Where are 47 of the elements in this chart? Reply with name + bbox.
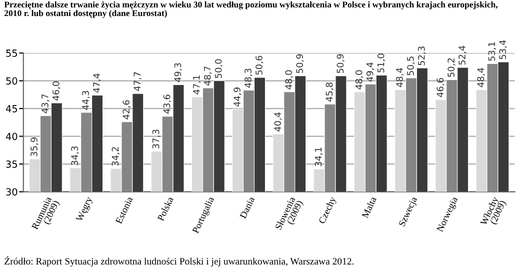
data-label: 47,1 (193, 76, 201, 94)
data-label: 50,6 (256, 56, 264, 75)
data-label: 43,7 (42, 94, 50, 114)
data-label: 49,3 (174, 63, 182, 82)
data-label: 37,3 (152, 130, 160, 148)
data-label: 48,0 (285, 70, 293, 90)
data-label: 34,2 (112, 147, 120, 166)
data-label: 50,9 (336, 54, 345, 74)
data-label: 35,9 (30, 137, 38, 156)
y-tick-label: 40 (6, 132, 18, 140)
data-label: 34,1 (314, 148, 323, 166)
y-tick-label: 50 (6, 77, 18, 85)
data-label: 50,0 (214, 59, 223, 78)
y-tick-label: 45 (6, 105, 17, 112)
data-label: 52,3 (418, 46, 426, 66)
data-label: 47,4 (93, 74, 101, 93)
data-label: 43,6 (163, 94, 172, 114)
data-label: 44,3 (82, 90, 90, 110)
data-label: 48,4 (396, 68, 404, 88)
data-label: 44,9 (234, 88, 242, 107)
data-label: 46,0 (52, 81, 60, 100)
data-label: 53,1 (488, 42, 496, 61)
y-tick-label: 55 (6, 50, 17, 57)
data-label: 34,3 (71, 146, 79, 166)
data-label: 48,7 (204, 66, 212, 86)
data-label: 40,4 (274, 112, 282, 132)
data-label: 50,5 (407, 56, 415, 76)
data-label: 47,7 (134, 72, 142, 92)
text: Źródło: Raport Sytuacja zdrowotna ludności Polski i jej uwarunkowania, Warszawa 2012. (4, 256, 354, 267)
data-label: 50,9 (296, 54, 304, 74)
y-tick-label: 35 (6, 160, 17, 168)
data-label: 53,4 (499, 40, 507, 60)
data-label: 51,0 (377, 54, 386, 72)
x-tick-label: Malta (361, 196, 377, 218)
y-tick-label: 30 (6, 188, 18, 196)
x-tick-label: Dania (240, 196, 255, 219)
data-label: 49,4 (366, 62, 374, 82)
data-label: 45,8 (326, 82, 334, 102)
data-label: 46,6 (436, 78, 444, 98)
data-label: 50,2 (448, 58, 456, 77)
chart-title: Przeciętne dalsze trwanie życia mężczyzn w wieku 30 lat według poziomu wykształcenia w Polsce i wybranych krajach europejskich, 2010 r. lub ostatni dostępny (dane Eurostat) (4, 1, 498, 18)
data-label: 48,4 (477, 68, 486, 88)
data-label: 48,0 (355, 70, 364, 90)
x-tick-label: Polska (157, 196, 174, 222)
data-label: 52,4 (458, 46, 466, 65)
data-label: 42,6 (122, 100, 130, 120)
data-label: 48,3 (244, 68, 252, 88)
